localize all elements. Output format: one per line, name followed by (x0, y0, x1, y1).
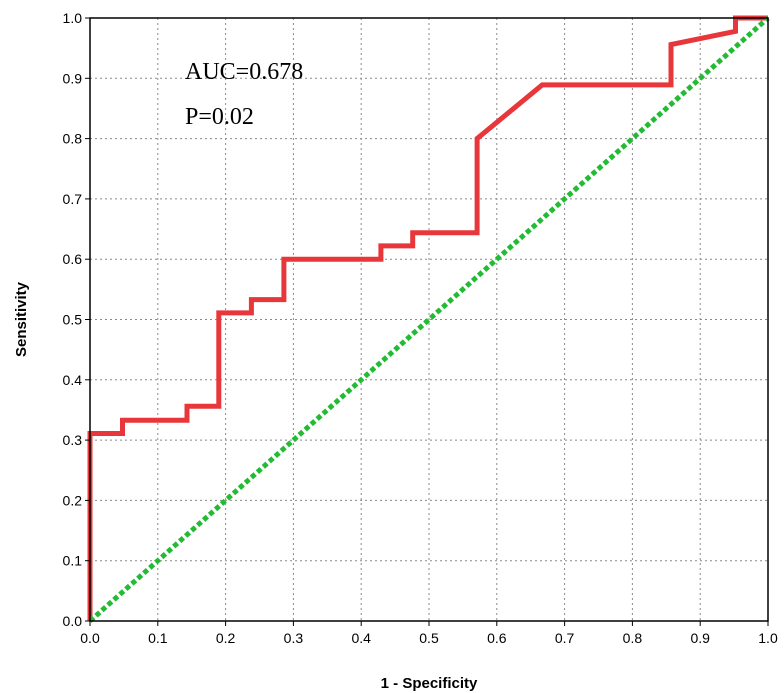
y-tick-label-1: 0.1 (63, 553, 83, 569)
x-tick-label-0: 0.0 (80, 630, 100, 646)
x-tick-label-8: 0.8 (623, 630, 643, 646)
y-tick-label-2: 0.2 (63, 492, 83, 508)
x-tick-label-3: 0.3 (284, 630, 304, 646)
x-tick-label-2: 0.2 (216, 630, 236, 646)
y-tick-label-9: 0.9 (63, 70, 83, 86)
auc-annotation: AUC=0.678 (185, 59, 303, 85)
x-tick-label-4: 0.4 (351, 630, 371, 646)
tick-labels: 0.0 0.1 0.2 0.3 0.4 0.5 0.6 0.7 0.8 0.9 1.0 0.0 0.1 0… (63, 10, 778, 646)
x-tick-label-7: 0.7 (555, 630, 575, 646)
x-axis-title: 1 - Specificity (381, 675, 478, 692)
p-value-annotation: P=0.02 (185, 104, 254, 130)
y-tick-label-0: 0.0 (63, 613, 83, 629)
reference-diagonal-line (88, 16, 770, 623)
x-tick-label-9: 0.9 (690, 630, 710, 646)
y-tick-label-6: 0.6 (63, 251, 83, 267)
x-tick-label-10: 1.0 (758, 630, 778, 646)
y-tick-label-7: 0.7 (63, 191, 83, 207)
series-layer (87, 15, 770, 623)
x-tick-label-1: 0.1 (148, 630, 168, 646)
y-tick-label-5: 0.5 (63, 312, 83, 328)
y-tick-label-10: 1.0 (63, 10, 83, 26)
x-tick-label-6: 0.6 (487, 630, 507, 646)
grid (90, 18, 768, 621)
roc-curve-line (87, 15, 768, 621)
y-tick-label-8: 0.8 (63, 131, 83, 147)
y-tick-label-4: 0.4 (63, 372, 83, 388)
x-tick-label-5: 0.5 (419, 630, 439, 646)
y-axis-title: Sensitivity (13, 281, 30, 357)
y-tick-label-3: 0.3 (63, 432, 83, 448)
